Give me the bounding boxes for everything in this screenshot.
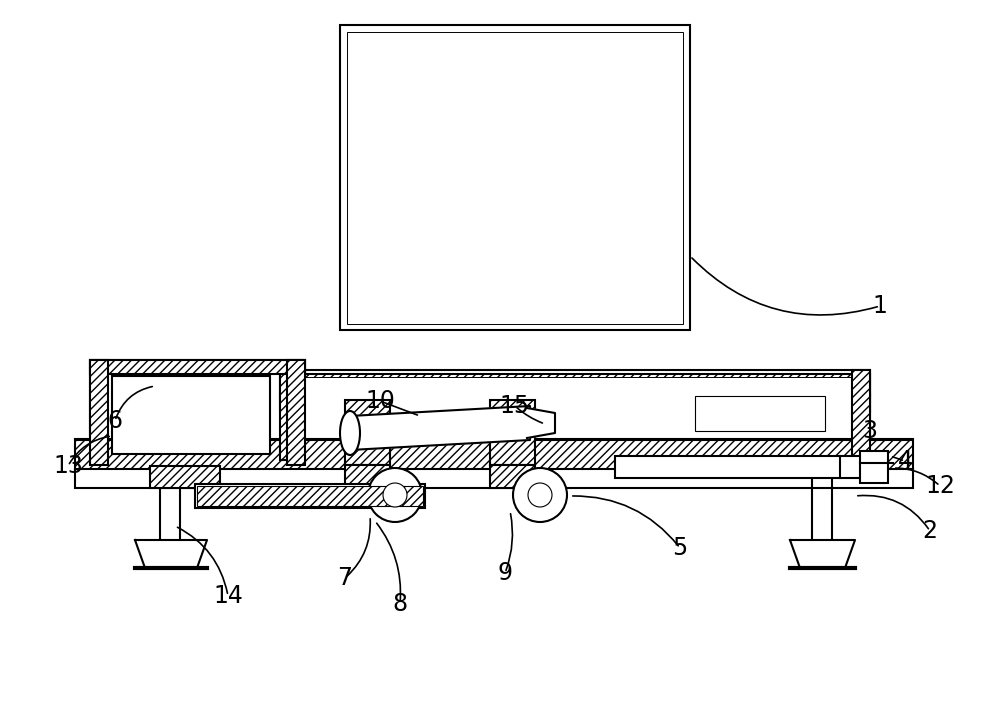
Bar — [340, 25, 690, 330]
Polygon shape — [527, 408, 555, 438]
Bar — [287, 360, 305, 465]
Text: 8: 8 — [392, 592, 408, 616]
Bar — [615, 456, 865, 478]
Bar — [345, 465, 390, 488]
Bar — [75, 440, 913, 470]
Bar — [90, 360, 305, 374]
Bar — [112, 376, 270, 454]
Text: 2: 2 — [922, 519, 938, 543]
Bar — [345, 400, 390, 465]
Text: 7: 7 — [338, 566, 352, 590]
Bar — [490, 465, 535, 488]
Bar — [860, 451, 888, 483]
Text: 15: 15 — [500, 394, 530, 418]
Text: 5: 5 — [672, 536, 688, 560]
Bar — [852, 370, 870, 460]
Ellipse shape — [340, 411, 360, 455]
Text: 14: 14 — [213, 584, 243, 608]
Text: 10: 10 — [365, 389, 395, 413]
Circle shape — [368, 468, 422, 522]
Circle shape — [528, 483, 552, 507]
Polygon shape — [350, 406, 530, 450]
Text: 13: 13 — [53, 454, 83, 478]
Bar — [195, 484, 425, 508]
Bar — [280, 370, 298, 460]
Text: 6: 6 — [108, 409, 122, 433]
Bar — [90, 360, 108, 465]
Text: 4: 4 — [898, 449, 912, 473]
Bar — [695, 396, 825, 431]
Bar — [280, 374, 870, 396]
Polygon shape — [790, 540, 855, 568]
Bar — [280, 395, 870, 411]
Circle shape — [513, 468, 567, 522]
Bar — [90, 360, 305, 465]
Bar — [347, 32, 683, 324]
Bar — [75, 469, 913, 488]
Bar — [293, 377, 857, 453]
Bar — [490, 400, 535, 465]
Circle shape — [383, 483, 407, 507]
Text: 9: 9 — [498, 561, 512, 585]
Text: 1: 1 — [873, 294, 887, 318]
Bar — [150, 466, 220, 488]
Polygon shape — [135, 540, 207, 568]
Text: 12: 12 — [925, 474, 955, 498]
Bar — [197, 486, 423, 506]
Text: 3: 3 — [862, 419, 878, 443]
Bar — [280, 370, 870, 460]
